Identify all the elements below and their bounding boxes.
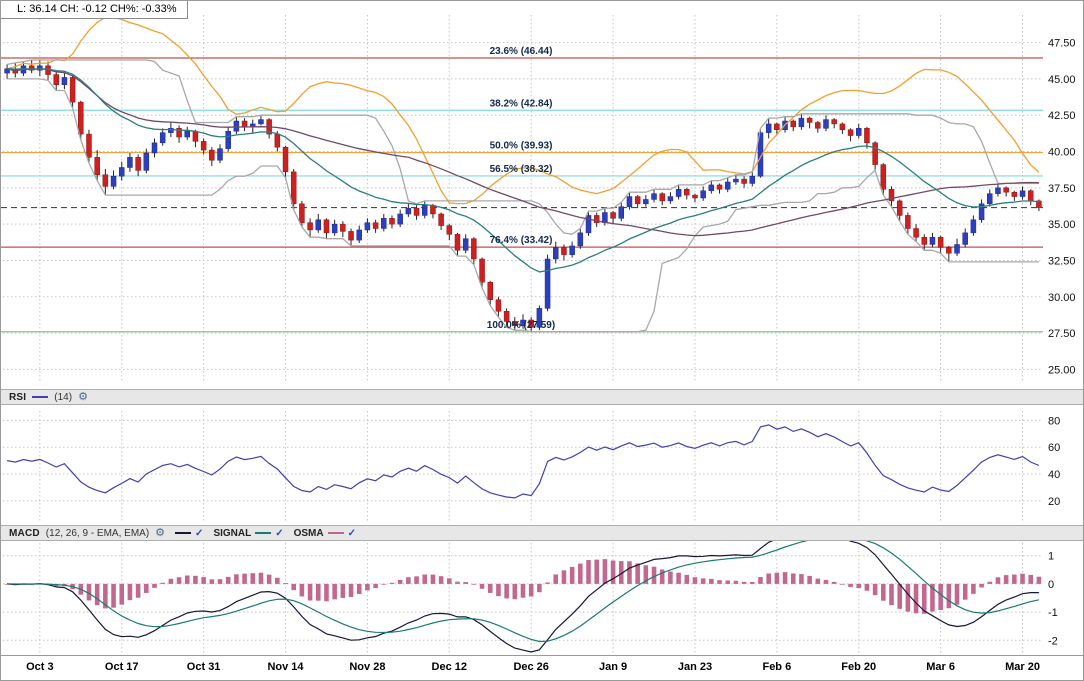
- y-axis-labels: 47.50 45.00 42.50 40.00 37.50 35.00 32.50 30.00…: [1048, 38, 1076, 377]
- svg-text:25.00: 25.00: [1048, 364, 1076, 376]
- svg-text:-1: -1: [1048, 607, 1058, 619]
- x-axis-label: Feb 6: [762, 661, 792, 673]
- x-axis-label: Mar 20: [1005, 661, 1040, 673]
- x-axis-label: Nov 14: [267, 661, 304, 673]
- svg-text:1: 1: [1048, 551, 1054, 563]
- rsi-settings-gear-icon[interactable]: ⚙: [78, 390, 88, 403]
- overlay-channel-lower: [7, 78, 1039, 333]
- svg-text:37.50: 37.50: [1048, 183, 1076, 195]
- y-axis-labels: 80 60 40 20: [1048, 415, 1060, 507]
- candles-layer: [4, 60, 1042, 332]
- fib-retracement-lines: [1, 57, 1043, 333]
- rsi-panel-header: RSI (14) ⚙: [1, 389, 1083, 405]
- svg-text:-2: -2: [1048, 635, 1058, 647]
- signal-label: SIGNAL: [213, 527, 252, 539]
- x-axis-label: Oct 31: [186, 661, 221, 673]
- svg-text:56.5% (38.32): 56.5% (38.32): [490, 164, 553, 175]
- y-axis-labels: 1 0 -1 -2: [1048, 551, 1058, 648]
- svg-text:47.50: 47.50: [1048, 38, 1076, 50]
- osma-checkbox[interactable]: ✓: [347, 527, 356, 539]
- x-axis-label: Nov 28: [349, 661, 386, 673]
- signal-checkbox[interactable]: ✓: [275, 527, 284, 539]
- x-axis-label: Jan 9: [599, 661, 628, 673]
- x-axis: Oct 3 Oct 17 Oct 31 Nov 14 Nov 28 Dec 12 Dec 2…: [1, 655, 1083, 680]
- svg-text:50.0% (39.93): 50.0% (39.93): [490, 141, 553, 152]
- svg-text:80: 80: [1048, 415, 1060, 427]
- rsi-params: (14): [54, 391, 73, 403]
- overlay-ema-fast: [7, 68, 1039, 273]
- svg-text:30.00: 30.00: [1048, 292, 1076, 304]
- overlay-sma-slow: [6, 68, 1039, 237]
- rsi-line: [6, 424, 1040, 499]
- x-axis-label: Oct 3: [26, 661, 54, 673]
- overlay-bollinger-upper: [6, 16, 1040, 205]
- rsi-chart[interactable]: 80 60 40 20: [1, 405, 1084, 525]
- rsi-title: RSI: [9, 391, 27, 403]
- x-axis-label: Oct 17: [104, 661, 139, 673]
- x-axis-label: Dec 12: [431, 661, 468, 673]
- macd-settings-gear-icon[interactable]: ⚙: [155, 526, 166, 539]
- svg-text:35.00: 35.00: [1048, 219, 1076, 231]
- x-axis-label: Dec 26: [513, 661, 549, 673]
- macd-panel-header: MACD (12, 26, 9 - EMA, EMA) ⚙ ✓ SIGNAL ✓…: [1, 525, 1083, 541]
- svg-text:42.50: 42.50: [1048, 110, 1076, 122]
- svg-text:100.0% (27.59): 100.0% (27.59): [487, 320, 555, 331]
- macd-line-checkbox[interactable]: ✓: [195, 527, 204, 539]
- signal-line-sample: [255, 532, 272, 534]
- fib-labels: 23.6% (46.44) 38.2% (42.84) 50.0% (39.93) 5…: [487, 46, 555, 331]
- price-chart[interactable]: 47.50 45.00 42.50 40.00 37.50 35.00 32.50 30.00…: [1, 1, 1084, 389]
- x-axis-label: Jan 23: [677, 661, 713, 673]
- macd-params: (12, 26, 9 - EMA, EMA): [45, 527, 150, 539]
- macd-title: MACD: [9, 527, 40, 539]
- svg-text:23.6% (46.44): 23.6% (46.44): [490, 46, 553, 57]
- svg-text:40: 40: [1048, 469, 1060, 481]
- osma-label: OSMA: [293, 527, 324, 539]
- svg-text:27.50: 27.50: [1048, 328, 1076, 340]
- svg-text:45.00: 45.00: [1048, 74, 1076, 86]
- macd-line: [7, 541, 1039, 653]
- x-axis-label: Mar 6: [926, 661, 955, 673]
- quote-label: L: 36.14 CH: -0.12 CH%: -0.33%: [1, 1, 188, 19]
- macd-chart[interactable]: 1 0 -1 -2: [1, 541, 1084, 655]
- svg-text:76.4% (33.42): 76.4% (33.42): [490, 235, 553, 246]
- svg-text:40.00: 40.00: [1048, 147, 1076, 159]
- osma-line-sample: [327, 532, 344, 534]
- svg-text:0: 0: [1048, 579, 1054, 591]
- rsi-line-sample: [32, 396, 49, 398]
- grid-layer: [3, 411, 1043, 521]
- macd-line-legend: ✓: [175, 528, 203, 539]
- svg-text:32.50: 32.50: [1048, 255, 1076, 267]
- svg-text:60: 60: [1048, 442, 1060, 454]
- signal-line: [7, 541, 1040, 643]
- osma-histogram: [4, 559, 1042, 614]
- svg-text:38.2% (42.84): 38.2% (42.84): [490, 98, 553, 109]
- macd-line-sample: [175, 532, 192, 534]
- x-axis-label: Feb 20: [841, 661, 877, 673]
- osma-legend: OSMA ✓: [294, 528, 356, 539]
- signal-legend: SIGNAL ✓: [213, 528, 283, 539]
- svg-text:20: 20: [1048, 496, 1060, 508]
- overlay-lines: [6, 16, 1040, 333]
